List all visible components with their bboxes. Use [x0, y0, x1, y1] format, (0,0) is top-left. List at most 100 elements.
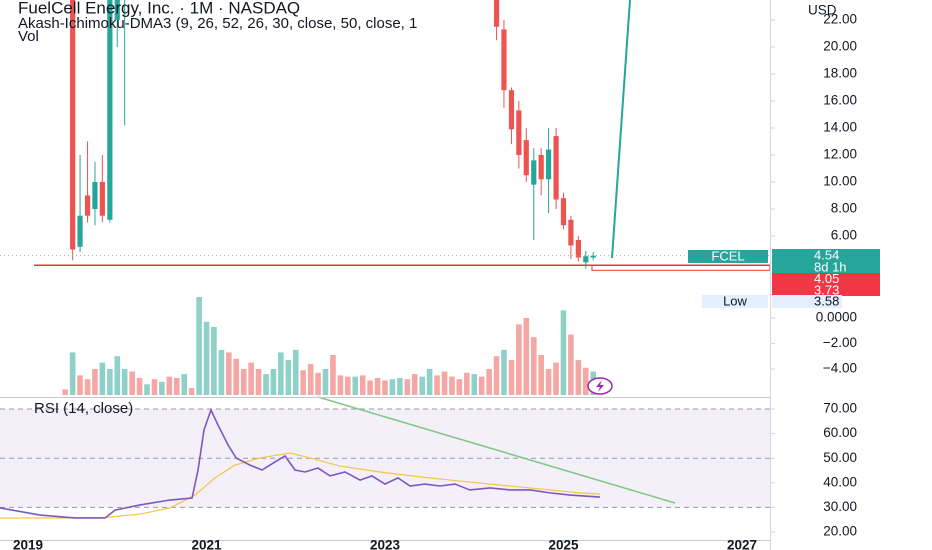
- volume-bar: [344, 376, 351, 395]
- candle-body: [531, 160, 537, 185]
- volume-bar: [456, 379, 463, 395]
- volume-bar: [107, 368, 113, 395]
- y-tick-label: 60.00: [823, 425, 857, 440]
- volume-bar: [99, 362, 106, 395]
- volume-bar: [449, 376, 455, 395]
- candle-body: [84, 195, 91, 216]
- rsi-line: [0, 407, 601, 519]
- low-label-tag: Low: [723, 293, 747, 308]
- volume-bar: [292, 349, 299, 395]
- volume-bar: [501, 349, 507, 395]
- level-1-tag: 4.05: [814, 271, 839, 286]
- y-tick-label: 40.00: [823, 474, 857, 489]
- volume-bar: [307, 363, 314, 395]
- candle-body: [77, 215, 83, 247]
- volume-bar: [166, 376, 173, 395]
- volume-bar: [516, 324, 522, 395]
- volume-bar: [382, 380, 388, 395]
- candle-body: [70, 0, 76, 250]
- volume-bar: [285, 360, 292, 395]
- y-tick-label: 16.00: [823, 93, 857, 108]
- volume-bar: [478, 376, 485, 395]
- candle-body: [508, 90, 515, 130]
- volume-bar: [367, 380, 373, 395]
- volume-bar: [508, 360, 515, 395]
- candle-body: [560, 198, 567, 226]
- volume-bar: [337, 375, 344, 395]
- volume-bar: [77, 375, 83, 395]
- y-tick-label: 18.00: [823, 66, 857, 81]
- level-2-tag: 3.73: [814, 282, 839, 297]
- volume-bar: [211, 326, 217, 395]
- y-tick-label: 50.00: [823, 450, 857, 465]
- volume-bar: [300, 370, 306, 395]
- y-tick-label: 22.00: [823, 12, 857, 27]
- volume-bar: [582, 367, 589, 395]
- volume-bar: [255, 368, 262, 395]
- volume-bar: [523, 317, 530, 395]
- volume-bar: [352, 376, 359, 395]
- volume-bar: [62, 389, 69, 395]
- trend-line: [317, 396, 676, 504]
- candle-body: [493, 0, 500, 27]
- y-tick-label: −2.00: [823, 335, 857, 350]
- volume-bars: [62, 296, 597, 395]
- low-tag-bg: [772, 295, 842, 308]
- rsi-band: [0, 408, 770, 508]
- volume-bar: [568, 334, 574, 395]
- countdown-tag: 8d 1h: [814, 259, 847, 274]
- candle-body: [590, 255, 596, 258]
- volume-bar: [151, 379, 158, 395]
- volume-bar: [173, 377, 180, 395]
- currency: USD: [808, 3, 837, 18]
- volume-bar: [121, 368, 128, 395]
- volume-bar: [322, 368, 329, 395]
- rsi-line: [0, 452, 601, 519]
- alert-icon[interactable]: [587, 377, 613, 395]
- candle-body: [553, 136, 559, 200]
- y-tick-label: 10.00: [823, 174, 857, 189]
- y-tick-label: 20.00: [823, 524, 857, 539]
- candle-body: [575, 240, 581, 258]
- level-2-tag-bg: [772, 285, 880, 296]
- volume-bar: [560, 310, 567, 395]
- volume-bar: [471, 374, 478, 395]
- plot-area: [0, 0, 771, 543]
- volume-bar: [359, 375, 366, 395]
- volume-bar: [278, 352, 284, 395]
- volume-label: Vol: [18, 28, 39, 45]
- last-price-tag: 4.54: [814, 247, 839, 262]
- volume-bar: [315, 372, 321, 395]
- level-1-tag-bg: [772, 273, 880, 285]
- volume-bar: [92, 368, 98, 395]
- candle-body: [107, 0, 113, 220]
- y-tick-label: −4.00: [823, 361, 857, 376]
- candle-body: [583, 256, 589, 263]
- volume-bar: [263, 374, 269, 395]
- volume-bar: [188, 388, 195, 395]
- countdown-tag-bg: [772, 262, 880, 273]
- drawn-line: [611, 0, 631, 259]
- x-tick-label: 2019: [13, 538, 43, 550]
- volume-bar: [419, 376, 426, 395]
- y-tick-label: 14.00: [823, 120, 857, 135]
- y-tick-label: 6.00: [831, 228, 857, 243]
- x-tick-label: 2023: [370, 538, 401, 550]
- symbol-tag: FCEL: [711, 248, 744, 263]
- candle-body: [568, 219, 574, 246]
- volume-bar: [411, 374, 418, 395]
- volume-bar: [84, 379, 91, 395]
- volume-bar: [129, 371, 135, 395]
- volume-bar: [240, 368, 247, 395]
- volume-bar: [181, 374, 188, 395]
- volume-bar: [270, 368, 277, 395]
- candle-body: [501, 29, 507, 91]
- volume-bar: [389, 379, 396, 395]
- volume-bar: [493, 356, 500, 395]
- volume-bar: [114, 356, 121, 395]
- candle-body: [516, 110, 522, 155]
- chart-title: FuelCell Energy, Inc. · 1M · NASDAQ: [18, 0, 300, 17]
- candles: [70, 0, 596, 269]
- candle-body: [545, 149, 552, 180]
